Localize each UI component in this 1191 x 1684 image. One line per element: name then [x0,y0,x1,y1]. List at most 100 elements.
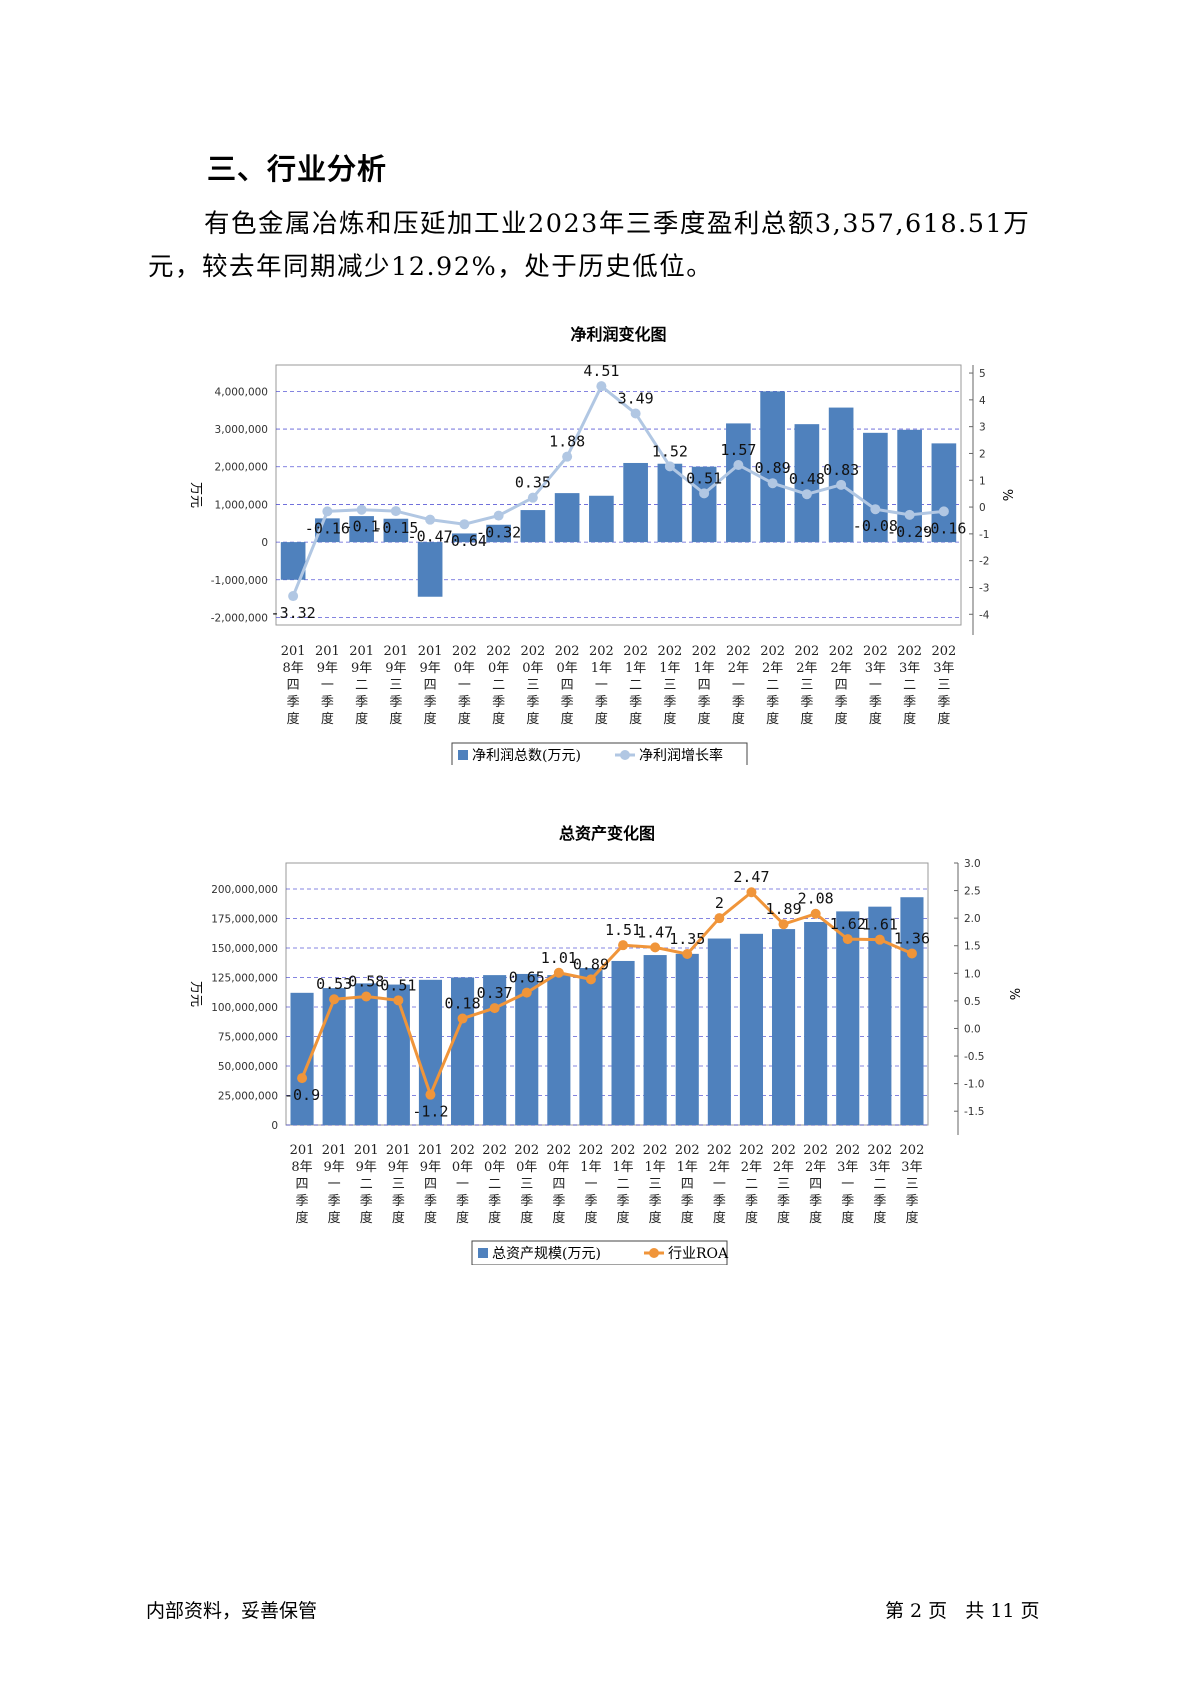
x-tick-label: 四 [809,1177,822,1192]
legend-line-marker [620,750,630,760]
x-tick-label: 度 [296,1210,309,1226]
x-tick-label: 2年 [830,661,851,676]
y-tick-label: -2,000,000 [211,612,268,624]
x-tick-label: 一 [328,1177,341,1192]
x-tick-label: 202 [692,644,717,659]
bar [322,988,346,1125]
x-tick-label: 1年 [659,661,680,676]
x-tick-label: 季 [698,695,711,710]
x-tick-label: 9年 [317,661,338,676]
y-tick-label: 125,000,000 [211,972,278,984]
x-tick-label: 202 [657,644,682,659]
bar [623,462,648,543]
line-point [562,451,573,462]
y2-tick-label: 0.0 [964,1023,981,1035]
x-tick-label: 一 [458,678,471,693]
x-tick-label: 度 [424,711,437,727]
bar [611,960,635,1125]
x-tick-label: 季 [713,1194,726,1209]
bar [657,463,683,543]
x-tick-label: 二 [766,678,779,693]
legend-box [471,1240,728,1265]
x-tick-label: 202 [897,644,922,659]
x-tick-label: 202 [452,644,477,659]
line-point [630,408,641,419]
line-point [733,459,744,470]
x-tick-label: 一 [321,678,334,693]
x-tick-label: 202 [579,1143,604,1158]
x-tick-label: 度 [520,1210,533,1226]
x-tick-label: 8年 [282,661,303,676]
x-tick-label: 三 [663,678,676,693]
x-tick-label: 度 [835,711,848,727]
y-tick-label: -1,000,000 [211,575,268,587]
chart-title: 净利润变化图 [570,325,666,344]
x-tick-label: 季 [905,1194,918,1209]
line-point [801,489,812,500]
x-tick-label: 202 [771,1143,796,1158]
chart-svg: 净利润变化图 -2,000,000 -1,000,000 0 1,000,000 2,00… [188,325,1014,765]
x-tick-label: 202 [450,1143,475,1158]
legend-line-label: 行业ROA [668,1246,729,1262]
bar [804,922,828,1125]
x-tick-label: 度 [287,711,300,727]
x-tick-label: 9年 [385,661,406,676]
data-label: -0.47 [408,528,453,546]
x-tick-label: 度 [873,1210,886,1226]
data-label: 1.35 [669,930,705,948]
x-tick-label: 三 [800,678,813,693]
data-label: 0.65 [509,969,545,987]
y-tick-label: 175,000,000 [211,913,278,925]
x-tick-label: 9年 [388,1160,409,1175]
x-tick-label: 201 [290,1143,315,1158]
y-tick-label: 1,000,000 [215,499,268,511]
line-point [938,506,949,517]
x-tick-label: 季 [629,695,642,710]
line-point [664,461,675,472]
x-tick-label: 201 [383,644,408,659]
line-point [493,510,504,521]
data-label: 0.48 [789,470,825,488]
x-tick-label: 度 [584,1210,597,1226]
bar [486,524,511,543]
y2-tick-label: 0 [979,502,986,514]
x-tick-label: 季 [389,695,402,710]
x-tick-label: 季 [617,1194,630,1209]
x-tick-label: 季 [360,1194,373,1209]
y-tick-label: 100,000,000 [211,1002,278,1014]
x-tick-label: 季 [835,695,848,710]
x-tick-label: 季 [296,1194,309,1209]
x-tick-label: 季 [873,1194,886,1209]
x-tick-label: 1年 [580,1160,601,1175]
y-tick-label: 3,000,000 [215,424,268,436]
bar [547,975,571,1125]
x-tick-label: 201 [281,644,306,659]
x-tick-label: 1年 [693,661,714,676]
y2-tick-label: 2.5 [964,886,981,898]
x-tick-label: 2年 [741,1160,762,1175]
x-tick-label: 0年 [522,661,543,676]
data-label: -0.16 [921,519,966,537]
x-tick-label: 季 [800,695,813,710]
x-tick-label: 度 [328,1210,341,1226]
x-tick-label: 1年 [625,661,646,676]
x-tick-label: 1年 [612,1160,633,1175]
line-point [870,504,881,515]
x-tick-label: 202 [555,644,580,659]
x-tick-label: 202 [611,1143,636,1158]
data-label: 1.89 [765,900,801,918]
line-point [457,1013,468,1024]
bar [452,533,477,543]
x-tick-label: 度 [713,1210,726,1226]
line-point [650,942,661,953]
legend-box [451,742,748,765]
x-tick-label: 度 [360,1210,373,1226]
x-tick-label: 二 [873,1177,886,1192]
data-label: 0.51 [686,469,722,487]
bar [520,510,546,543]
x-tick-label: 202 [863,644,888,659]
data-label: 1.01 [541,949,577,967]
x-tick-label: 季 [492,695,505,710]
x-tick-label: 季 [663,695,676,710]
x-tick-label: 202 [726,644,751,659]
